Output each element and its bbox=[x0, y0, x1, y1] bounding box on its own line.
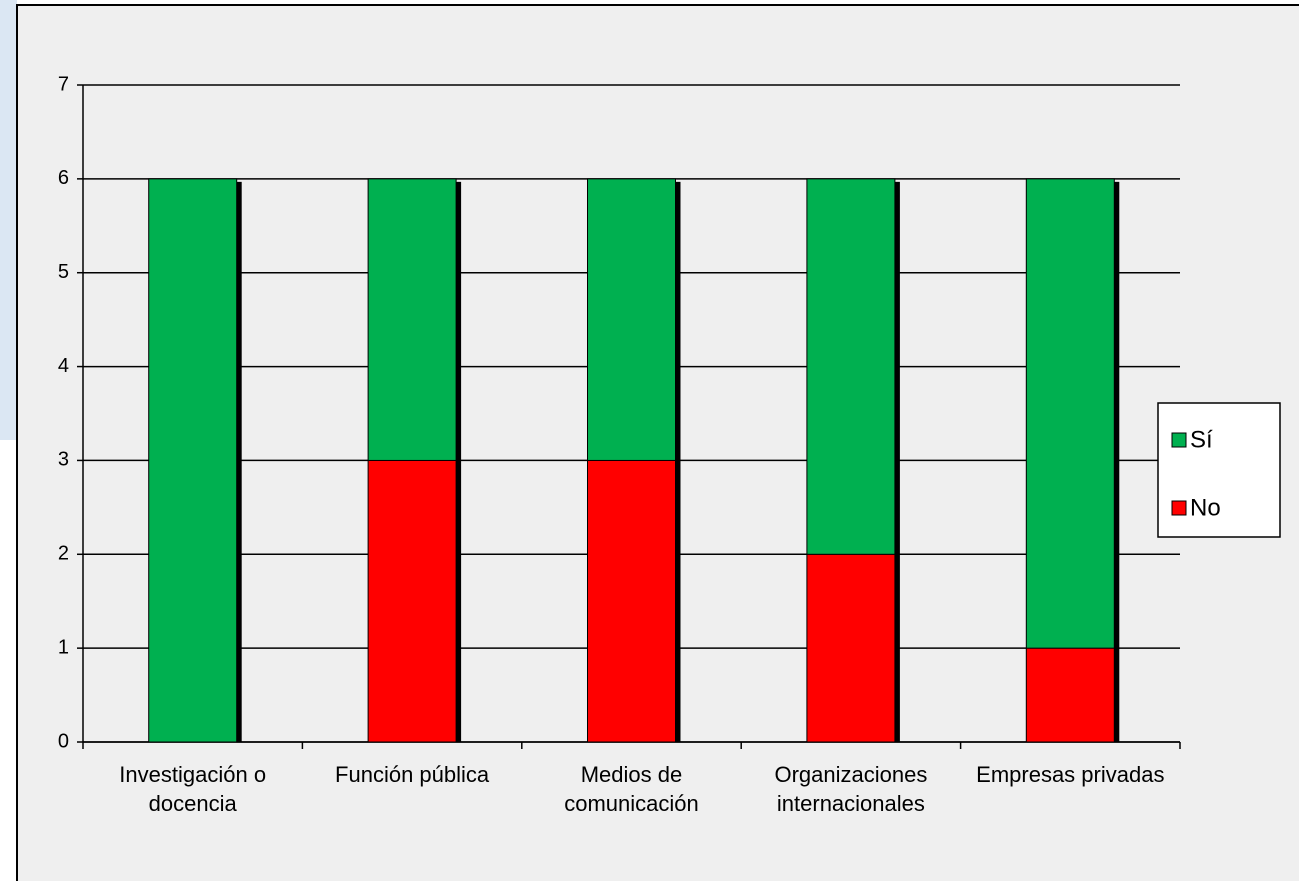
side-strip bbox=[0, 0, 17, 440]
bar-shadow bbox=[1114, 181, 1120, 742]
legend-swatch bbox=[1171, 432, 1187, 448]
legend-swatch bbox=[1171, 500, 1187, 516]
bar-shadow bbox=[456, 181, 462, 742]
y-tick-label: 1 bbox=[58, 636, 69, 658]
bar-segment bbox=[587, 459, 676, 743]
y-tick-label: 5 bbox=[58, 261, 69, 283]
bar-shadow bbox=[675, 181, 681, 742]
y-tick-label: 2 bbox=[58, 543, 69, 565]
bar-segment bbox=[367, 178, 457, 461]
bar-shadow bbox=[894, 181, 900, 742]
legend-label: Sí bbox=[1190, 426, 1213, 453]
y-tick-label: 6 bbox=[58, 167, 69, 189]
bar-segment bbox=[148, 178, 238, 743]
y-tick-label: 3 bbox=[58, 449, 69, 471]
bar-segment bbox=[806, 178, 896, 555]
x-tick-label: Medios de comunicación bbox=[564, 762, 699, 816]
bar-segment bbox=[587, 178, 676, 461]
bar-segment bbox=[367, 459, 457, 743]
bar-segment bbox=[1025, 647, 1115, 743]
x-tick-label: Empresas privadas bbox=[976, 762, 1165, 787]
y-tick-label: 0 bbox=[58, 730, 69, 752]
y-tick-label: 4 bbox=[58, 355, 69, 377]
x-tick-label: Organizaciones internacionales bbox=[774, 762, 928, 816]
legend-label: No bbox=[1190, 494, 1221, 521]
bar-segment bbox=[806, 553, 896, 743]
bar-segment bbox=[1025, 178, 1115, 649]
x-tick-label: Función pública bbox=[335, 762, 490, 787]
bar-shadow bbox=[236, 181, 242, 742]
y-tick-label: 7 bbox=[58, 73, 69, 95]
x-tick-label: Investigación o docencia bbox=[119, 762, 267, 816]
